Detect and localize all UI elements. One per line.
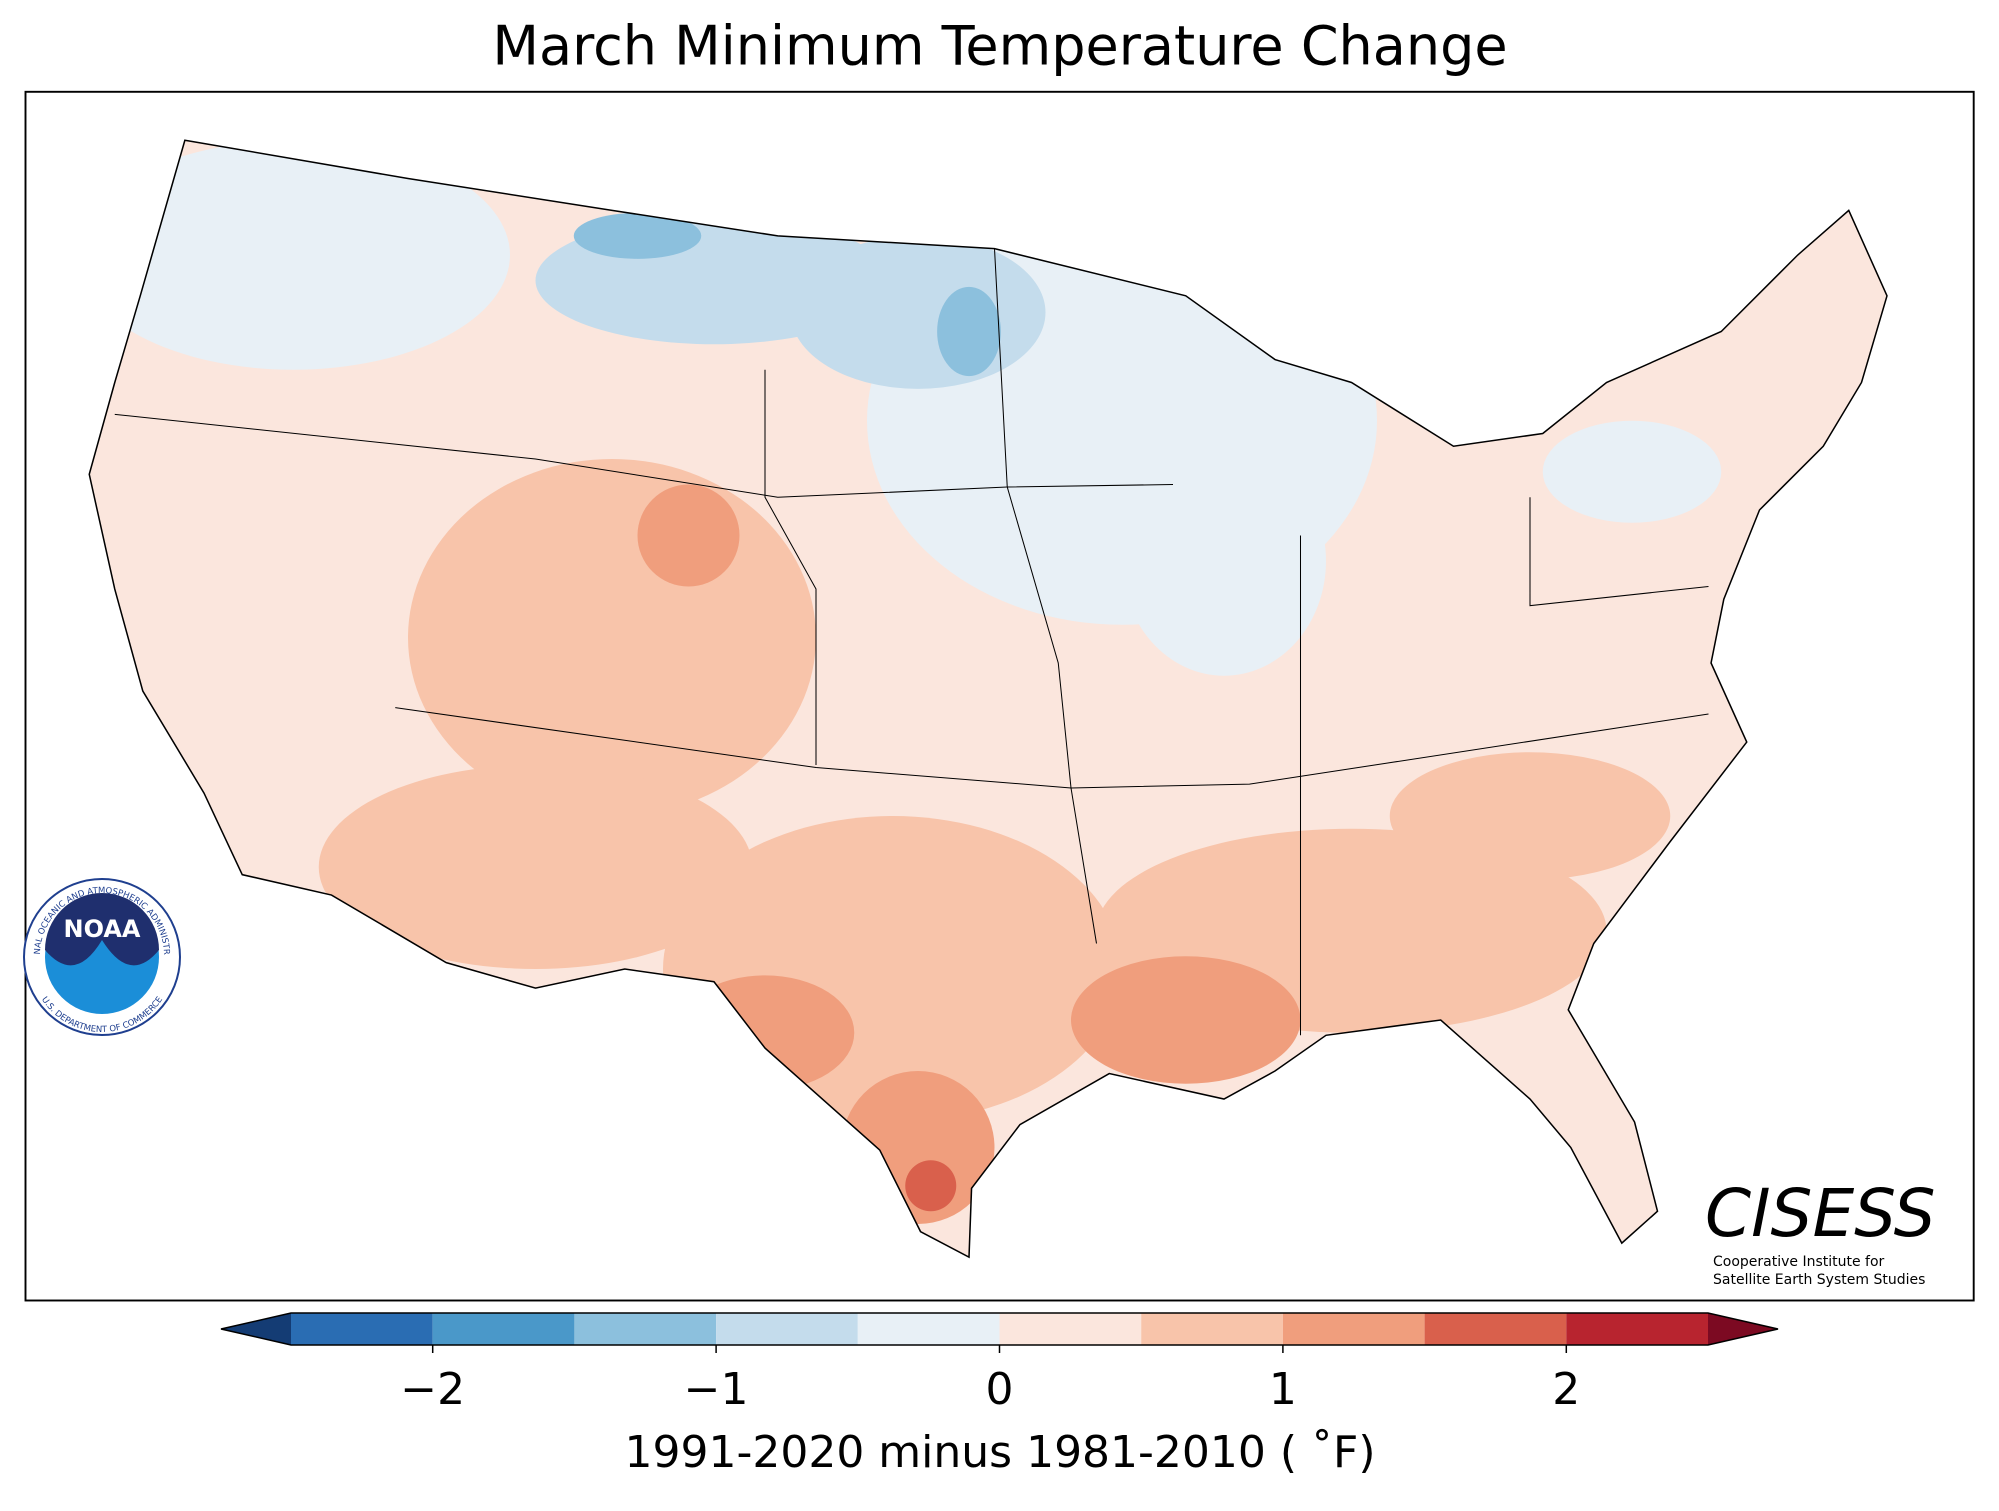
colorbar: −2 −1 0 1 2 xyxy=(220,1312,1779,1415)
colorbar-extend-low xyxy=(221,1313,291,1345)
cisess-name: CISESS xyxy=(1705,1175,1936,1252)
colorbar-extend-high xyxy=(1708,1313,1778,1345)
colorbar-segment xyxy=(1282,1313,1425,1345)
colorbar-segment xyxy=(716,1313,858,1345)
colorbar-tick-label: 0 xyxy=(986,1364,1014,1415)
colorbar-segment xyxy=(857,1313,1000,1345)
title: March Minimum Temperature Change xyxy=(492,15,1507,78)
state-lines xyxy=(114,248,1709,1036)
colorbar-segment xyxy=(999,1313,1142,1345)
map xyxy=(24,90,1975,1302)
colorbar-segment xyxy=(1566,1313,1708,1345)
colorbar-tick-label: −2 xyxy=(400,1364,465,1415)
cisess-line2: Satellite Earth System Studies xyxy=(1713,1272,1925,1288)
noaa-name: NOAA xyxy=(64,915,141,943)
colorbar-tick-label: 2 xyxy=(1552,1364,1580,1415)
colorbar-tick-label: 1 xyxy=(1269,1364,1297,1415)
colorbar-segment xyxy=(574,1313,717,1345)
colorbar-segment xyxy=(1424,1313,1567,1345)
colorbar-segment xyxy=(432,1313,575,1345)
cisess-line1: Cooperative Institute for xyxy=(1713,1254,1885,1270)
colorbar-label: 1991-2020 minus 1981-2010 ( ˚F) xyxy=(624,1427,1375,1478)
colorbar-segment xyxy=(291,1313,433,1345)
cisess-logo: CISESS Cooperative Institute for Satelli… xyxy=(1705,1175,1936,1288)
colorbar-segment xyxy=(1141,1313,1283,1345)
colorbar-tick-label: −1 xyxy=(684,1364,749,1415)
colorbar-outline xyxy=(220,1312,1779,1346)
